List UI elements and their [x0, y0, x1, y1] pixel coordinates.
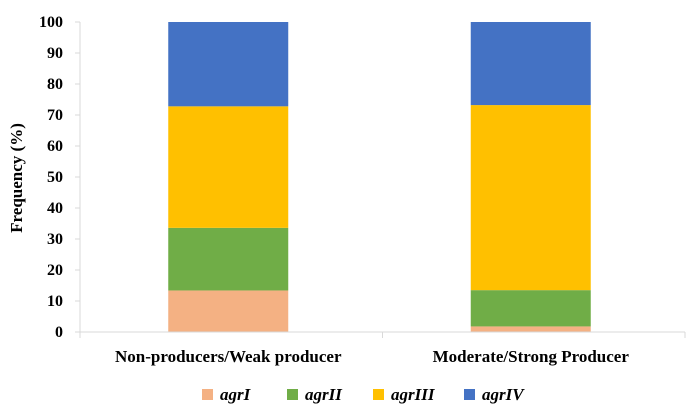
legend-item-agrIV: agrIV — [464, 385, 525, 404]
y-tick-label: 0 — [55, 324, 63, 341]
legend-swatch — [202, 389, 213, 400]
bar-segment-agrIII-2 — [470, 105, 591, 291]
legend: agrI agrII agrIII agrIV — [202, 385, 525, 404]
y-axis-ticks: 0 10 20 30 40 50 60 70 80 90 100 — [39, 14, 80, 341]
axis-lines — [79, 22, 686, 338]
y-tick-label: 20 — [47, 262, 63, 279]
y-tick-label: 40 — [47, 200, 63, 217]
category-labels: Non-producers/Weak producer Moderate/Stro… — [115, 347, 629, 366]
y-tick-label: 30 — [47, 231, 63, 248]
legend-swatch — [287, 389, 298, 400]
y-axis-title: Frequency (%) — [7, 123, 26, 233]
y-tick-label: 80 — [47, 76, 63, 93]
bar-segment-agrI-1 — [168, 290, 289, 332]
legend-label: agrIV — [482, 385, 525, 404]
bar-segment-agrIII-1 — [168, 106, 289, 228]
legend-item-agrI: agrI — [202, 385, 252, 404]
legend-item-agrII: agrII — [287, 385, 343, 404]
category-label: Non-producers/Weak producer — [115, 347, 342, 366]
y-tick-label: 100 — [39, 14, 63, 31]
bar-segment-agrIV-2 — [470, 22, 591, 106]
bars — [168, 22, 591, 332]
y-tick-label: 70 — [47, 107, 63, 124]
y-tick-label: 10 — [47, 293, 63, 310]
y-tick-label: 60 — [47, 138, 63, 155]
legend-label: agrI — [220, 385, 252, 404]
y-tick-label: 50 — [47, 169, 63, 186]
bar-segment-agrII-2 — [470, 290, 591, 327]
legend-label: agrII — [305, 385, 343, 404]
y-axis-title-group: Frequency (%) — [7, 123, 26, 233]
y-tick-label: 90 — [47, 45, 63, 62]
legend-swatch — [464, 389, 475, 400]
legend-item-agrIII: agrIII — [373, 385, 436, 404]
bar-segment-agrI-2 — [470, 326, 591, 332]
bar-segment-agrIV-1 — [168, 22, 289, 107]
legend-swatch — [373, 389, 384, 400]
bar-segment-agrII-1 — [168, 227, 289, 291]
legend-label: agrIII — [391, 385, 436, 404]
category-label: Moderate/Strong Producer — [433, 347, 630, 366]
